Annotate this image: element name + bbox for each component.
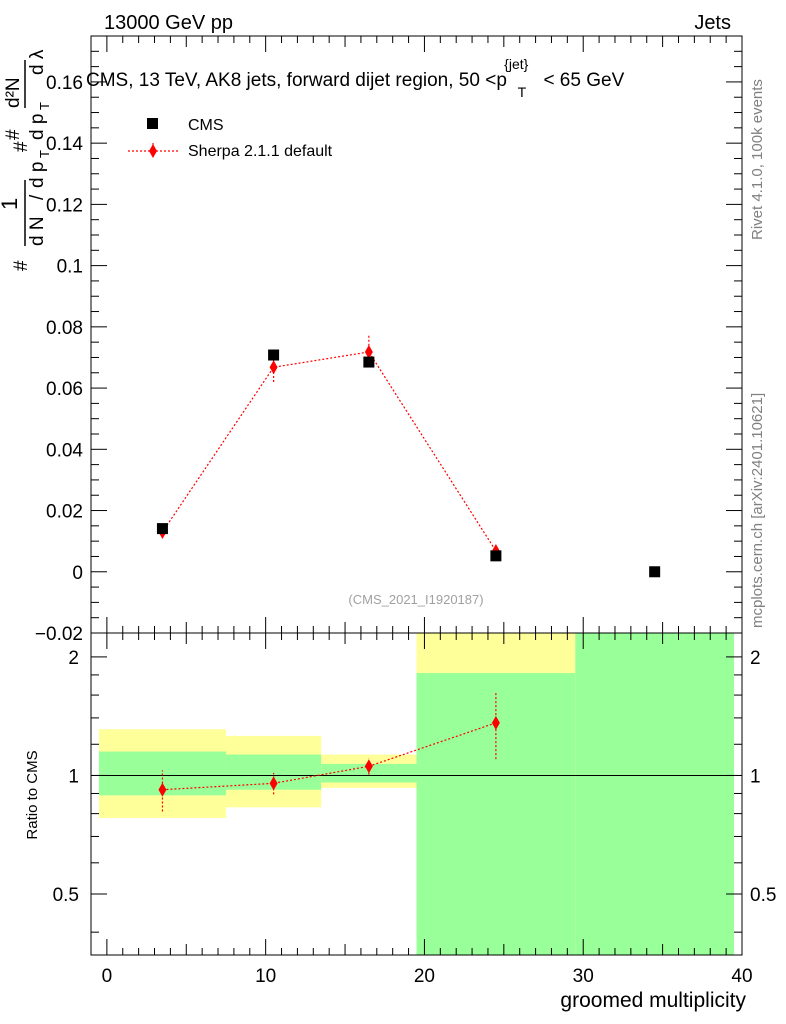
plot-title-main: CMS, 13 TeV, AK8 jets, forward dijet reg… [86, 70, 507, 91]
plot-title-end: < 65 GeV [543, 70, 624, 91]
main-y-ticks: −0.02 0 0.02 0.04 0.06 0.08 0.1 0.12 0.14 0.16 [35, 50, 742, 645]
header-energy: 13000 GeV pp [104, 12, 233, 34]
cms-point [490, 550, 502, 562]
xtick-label: 40 [731, 966, 752, 987]
sherpa-ratio-point [158, 782, 167, 797]
main-ytick-label: 0.08 [46, 318, 83, 339]
main-ytick-label: 0.14 [46, 134, 83, 155]
legend-sherpa-marker [149, 144, 157, 158]
sherpa-ratio-point [364, 759, 373, 774]
ylabel-d2n: d²N [3, 77, 24, 108]
cms-point [649, 566, 661, 578]
cms-point [268, 349, 280, 361]
ratio-uncertainty-bands [98, 633, 735, 955]
ratio-ytick-label-left: 1 [68, 766, 79, 787]
ratio-ytick-label-right: 1 [750, 766, 761, 787]
main-ytick-label: 0.04 [46, 440, 83, 461]
main-ytick-label: 0 [72, 563, 83, 584]
xtick-label: 10 [255, 966, 276, 987]
ratio-ytick-label-left: 0.5 [53, 885, 79, 906]
ylabel-hash-1: # [11, 260, 32, 271]
ylabel-one: 1 [0, 198, 22, 210]
legend-cms-marker [147, 118, 158, 129]
xtick-label: 0 [102, 966, 113, 987]
ylabel-hash-3: # [3, 129, 24, 140]
ylabel-dlambda: d λ [27, 49, 48, 75]
ratio-ytick-label-left: 2 [68, 648, 79, 669]
main-y-axis-label: # 1 d N / d p T # d²N d p T # d λ [0, 49, 52, 271]
plot-title-superscript: {jet} [504, 56, 528, 72]
sherpa-point [269, 360, 278, 375]
ratio-y-axis-label: Ratio to CMS [24, 750, 41, 839]
rivet-version-label: Rivet 4.1.0, 100k events [749, 79, 766, 240]
cms-point [363, 356, 375, 368]
ylabel-pt2-subscript: T [37, 102, 52, 110]
green-band-3 [416, 673, 576, 955]
ratio-ytick-label-right: 0.5 [750, 885, 776, 906]
sherpa-ratio-point [269, 776, 278, 791]
analysis-id: (CMS_2021_I1920187) [348, 592, 483, 607]
ylabel-dn: d N [27, 216, 48, 246]
xtick-label: 20 [414, 966, 435, 987]
main-ytick-label: −0.02 [35, 624, 83, 645]
sherpa-series-main [158, 335, 500, 558]
main-ytick-label: 0.16 [46, 73, 83, 94]
main-ytick-label: 0.06 [46, 379, 83, 400]
legend-sherpa-label: Sherpa 2.1.1 default [188, 143, 333, 160]
plot-title-subscript: T [518, 84, 527, 100]
cms-point [156, 523, 168, 535]
cms-series-main [156, 349, 661, 578]
xtick-label: 30 [573, 966, 594, 987]
header-process: Jets [694, 12, 731, 34]
ylabel-hash-2: # [11, 141, 32, 152]
sherpa-series-ratio [158, 692, 500, 812]
ylabel-dpt: d p [27, 162, 48, 188]
ratio-ytick-label-right: 2 [750, 648, 761, 669]
ratio-y-ticks: 0.5 0.5 1 1 2 2 [53, 648, 776, 933]
sherpa-line [161, 351, 497, 552]
x-ticks: 0 10 20 30 40 [90, 36, 753, 987]
sherpa-point [364, 344, 373, 359]
ratio-frame [90, 632, 743, 956]
x-axis-label: groomed multiplicity [560, 989, 746, 1012]
main-ytick-label: 0.1 [57, 257, 83, 278]
plot-title: CMS, 13 TeV, AK8 jets, forward dijet reg… [86, 53, 625, 102]
ylabel-slash: / [27, 194, 48, 200]
main-ytick-label: 0.02 [46, 502, 83, 523]
ylabel-pt-subscript: T [37, 150, 52, 158]
mcplots-label: mcplots.cern.ch [arXiv:2401.10621] [749, 393, 766, 628]
sherpa-ratio-point [491, 715, 500, 730]
ylabel-dpt-2: d p [27, 114, 48, 140]
green-band-4 [575, 633, 735, 955]
legend-cms-label: CMS [188, 117, 224, 134]
main-ytick-label: 0.12 [46, 195, 83, 216]
